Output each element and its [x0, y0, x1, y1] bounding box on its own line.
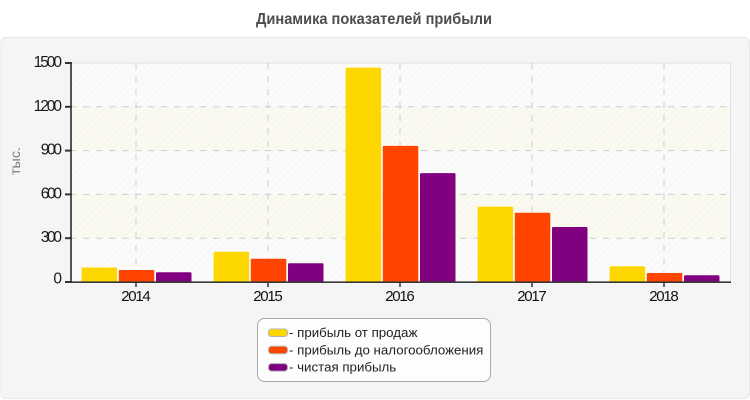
svg-text:600: 600 [41, 185, 63, 202]
svg-text:1200: 1200 [34, 98, 63, 115]
svg-text:2018: 2018 [649, 288, 679, 305]
svg-text:- прибыль от продаж: - прибыль от продаж [289, 325, 417, 340]
svg-text:900: 900 [41, 142, 63, 159]
svg-text:- чистая прибыль: - чистая прибыль [289, 360, 396, 375]
svg-text:- прибыль до налогообложения: - прибыль до налогообложения [289, 342, 483, 357]
svg-text:2017: 2017 [517, 288, 547, 305]
svg-text:тыс.: тыс. [7, 147, 23, 175]
svg-text:2015: 2015 [253, 288, 283, 305]
svg-text:1500: 1500 [34, 54, 63, 71]
svg-text:0: 0 [53, 271, 62, 288]
svg-text:2016: 2016 [385, 288, 415, 305]
svg-text:300: 300 [41, 229, 63, 246]
svg-text:Динамика показателей прибыли: Динамика показателей прибыли [256, 11, 492, 28]
svg-text:2014: 2014 [121, 288, 151, 305]
